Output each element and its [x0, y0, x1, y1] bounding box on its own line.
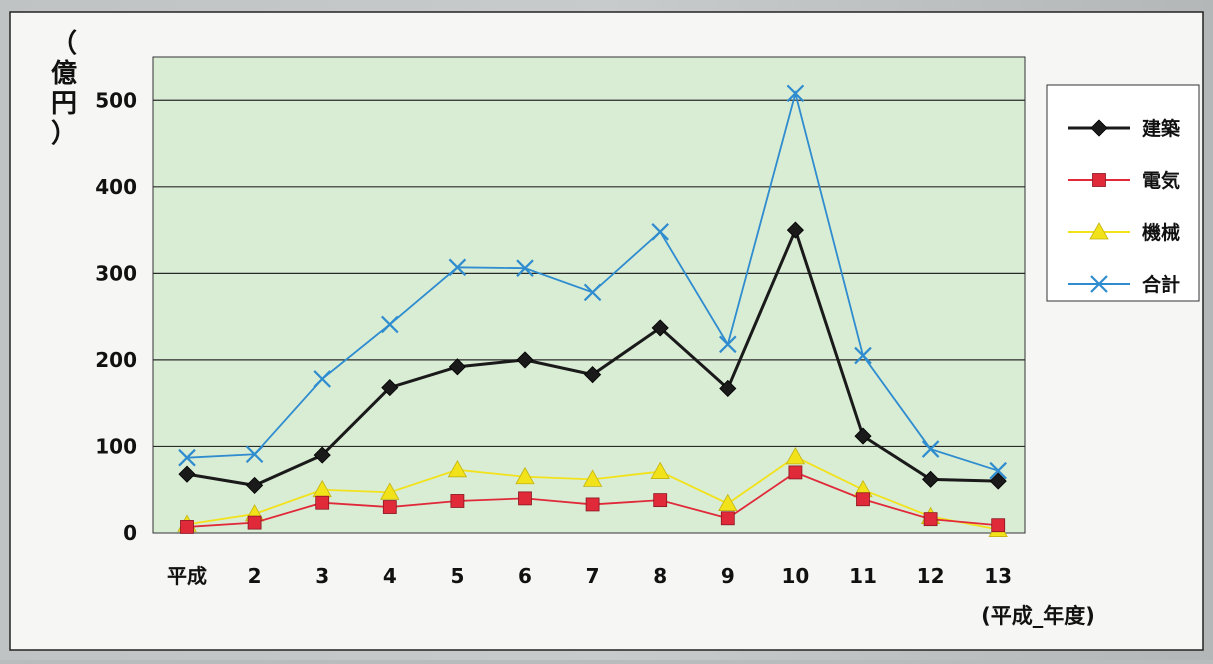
- legend-item: 機械: [1068, 221, 1180, 244]
- y-axis-label: （億円）: [51, 29, 77, 149]
- data-point: [178, 448, 196, 467]
- data-point: [922, 470, 940, 488]
- x-tick-label: 4: [383, 564, 397, 588]
- data-point: [381, 315, 399, 334]
- legend-marker: [1090, 275, 1108, 293]
- data-point: [989, 472, 1007, 490]
- y-tick-label: 0: [123, 521, 137, 545]
- x-tick-label: 8: [653, 564, 667, 588]
- data-point: [180, 520, 194, 534]
- legend-label: 建築: [1142, 117, 1181, 140]
- x-tick-label: 3: [315, 564, 329, 588]
- data-point: [380, 482, 400, 500]
- data-point: [921, 440, 940, 458]
- data-point: [381, 379, 399, 397]
- legend-item: 建築: [1068, 117, 1181, 140]
- legend-item: 電気: [1068, 169, 1180, 192]
- data-point: [785, 447, 806, 465]
- series-電気: [180, 465, 1006, 534]
- x-tick-label: 7: [586, 564, 600, 588]
- data-point: [720, 511, 735, 526]
- data-point: [178, 465, 196, 483]
- data-point: [584, 366, 602, 384]
- data-point: [989, 461, 1007, 480]
- legend-label: 合計: [1142, 273, 1180, 296]
- data-point: [247, 515, 262, 530]
- x-axis-ticks: 平成 2 3 4 5 6 7 8 9 10 11 12 13: [167, 564, 1012, 588]
- data-point: [991, 518, 1006, 533]
- y-tick-label: 100: [95, 434, 137, 458]
- data-point: [585, 497, 600, 512]
- data-point: [313, 446, 331, 464]
- data-point: [854, 427, 872, 445]
- data-point: [653, 493, 668, 508]
- data-point: [448, 358, 466, 376]
- x-tick-label: 平成: [167, 564, 207, 588]
- data-point: [382, 500, 397, 514]
- data-point: [719, 335, 737, 354]
- data-point: [315, 495, 330, 510]
- legend-marker: [1089, 222, 1109, 240]
- data-point: [923, 512, 938, 527]
- legend-item: 合計: [1068, 273, 1180, 296]
- data-point: [245, 445, 264, 464]
- legend-box: [1046, 84, 1200, 302]
- data-point: [651, 319, 669, 337]
- x-axis-label: (平成_年度): [981, 604, 1095, 628]
- data-point: [246, 476, 264, 494]
- legend-label: 機械: [1142, 221, 1180, 244]
- series-合計: [178, 84, 1007, 480]
- y-tick-label: 500: [95, 88, 137, 112]
- series-建築: [178, 221, 1007, 494]
- x-tick-label: 5: [450, 564, 464, 588]
- y-axis-ticks: 0 100 200 300 400 500: [95, 88, 137, 545]
- x-tick-label: 13: [984, 564, 1012, 588]
- data-point: [651, 223, 669, 241]
- data-point: [856, 492, 870, 507]
- data-point: [447, 460, 468, 478]
- data-point: [583, 283, 602, 302]
- data-point: [515, 466, 535, 485]
- data-point: [450, 494, 465, 508]
- y-tick-label: 200: [95, 348, 137, 372]
- data-point: [786, 84, 805, 103]
- legend-marker: [1092, 173, 1106, 187]
- y-tick-label: 300: [95, 261, 137, 285]
- data-point: [518, 491, 532, 506]
- data-point: [718, 493, 738, 511]
- data-point: [650, 461, 670, 479]
- series-group: [177, 84, 1008, 537]
- x-tick-label: 9: [721, 564, 735, 588]
- y-tick-label: 400: [95, 175, 137, 199]
- data-point: [516, 351, 534, 369]
- data-point: [788, 465, 803, 480]
- data-point: [448, 258, 467, 277]
- data-point: [582, 469, 603, 487]
- data-point: [854, 346, 872, 365]
- x-tick-label: 2: [248, 564, 262, 588]
- data-point: [313, 370, 331, 388]
- data-point: [786, 221, 804, 239]
- legend-marker: [1090, 119, 1108, 137]
- x-tick-label: 11: [849, 564, 877, 588]
- x-tick-label: 12: [917, 564, 945, 588]
- x-tick-label: 6: [518, 564, 532, 588]
- legend-label: 電気: [1142, 169, 1180, 192]
- x-tick-label: 10: [781, 564, 809, 588]
- data-point: [719, 379, 737, 398]
- data-point: [516, 259, 534, 277]
